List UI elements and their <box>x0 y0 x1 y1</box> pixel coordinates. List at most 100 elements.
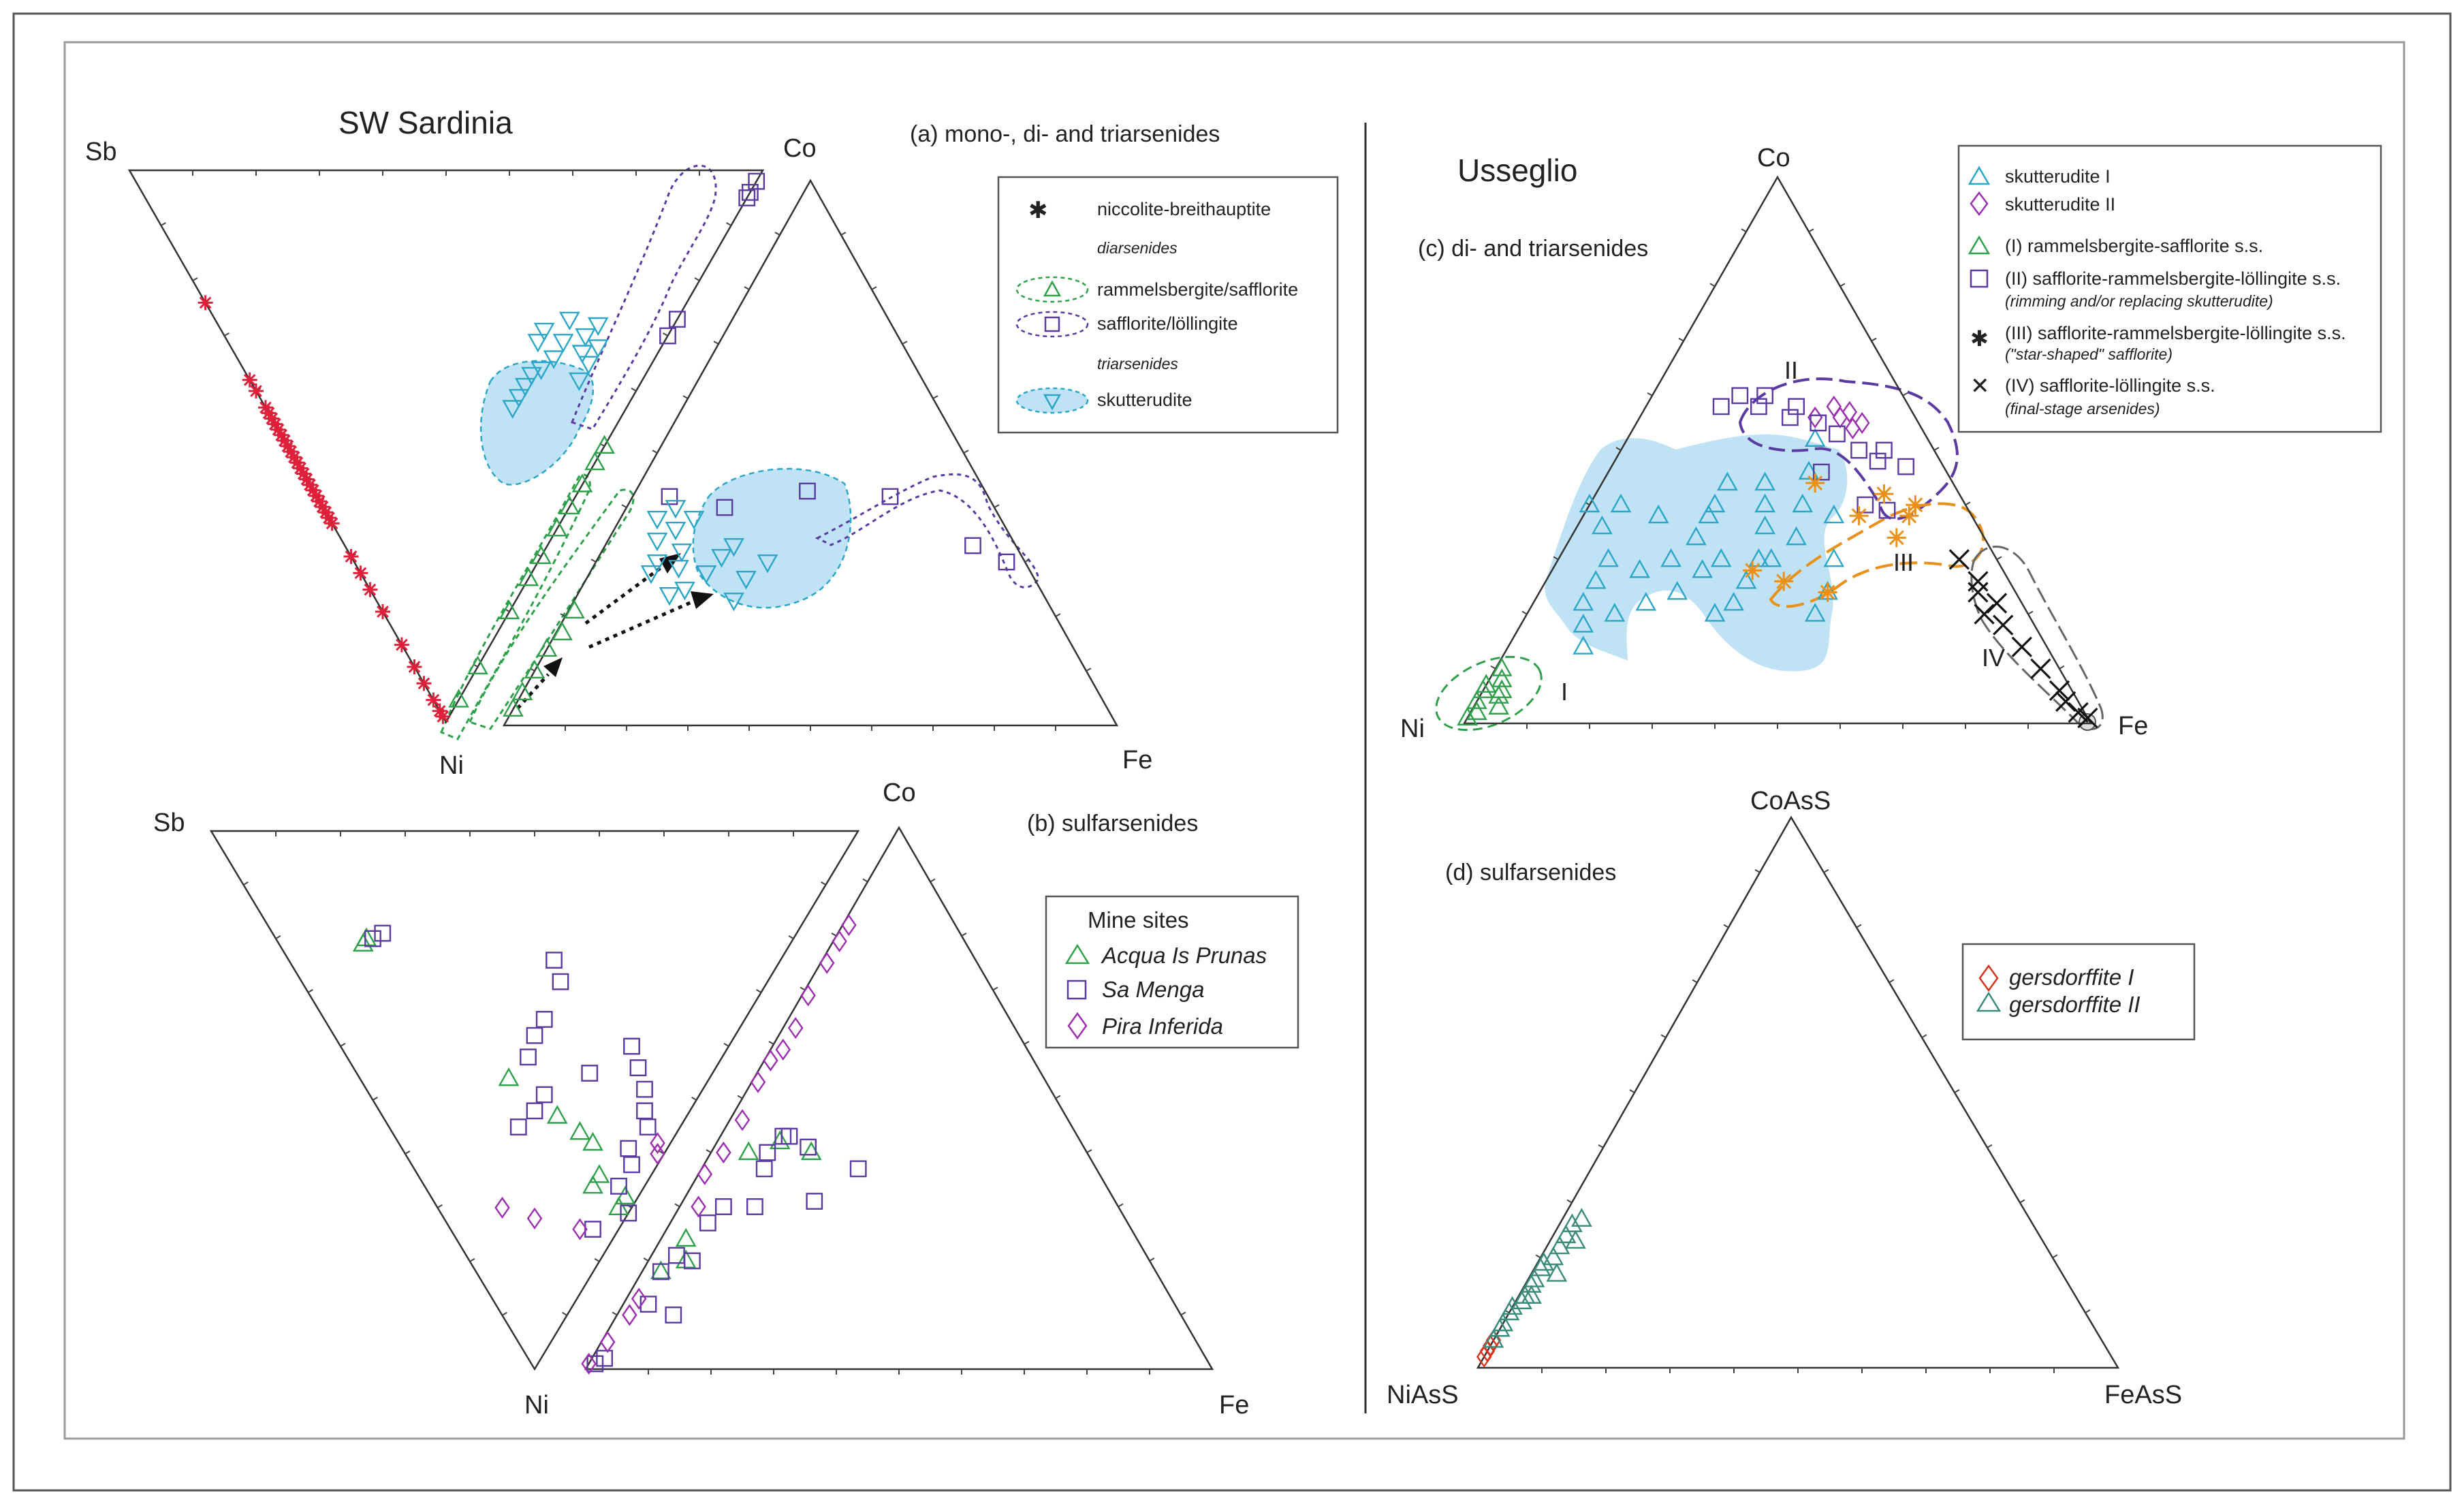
c-legend-g3-symbol: ✱ <box>1970 326 1989 351</box>
a-niccolite-point-26 <box>353 565 368 581</box>
c-s3-point-10 <box>1875 441 1893 459</box>
panel-d-corner-coass: CoAsS <box>1750 787 1831 815</box>
c-s0-point-25 <box>1692 559 1713 578</box>
a-left-s2-point-0 <box>571 345 593 364</box>
c-s3-point-0 <box>1712 398 1730 416</box>
a-legend-box: ✱ niccolite-breithauptite diarsenides ra… <box>997 176 1339 434</box>
c-s0-point-15 <box>1667 581 1688 600</box>
aLeft-tick-2-9 <box>161 222 166 226</box>
a-right-s2-point-14 <box>736 571 757 590</box>
c-s3-point-14 <box>1878 501 1896 519</box>
c-s1-point-7 <box>1491 657 1513 676</box>
b-left-s1-point-6 <box>520 1048 537 1066</box>
panel-b-corner-co: Co <box>883 779 916 807</box>
b-legend-pira-symbol <box>1067 1012 1088 1040</box>
b-right-s1-point-0 <box>586 1355 604 1373</box>
a-legend-niccolite-label: niccolite-breithauptite <box>1097 199 1271 219</box>
c-s0-point-17 <box>1598 548 1619 567</box>
c-s4-point-5 <box>1886 528 1906 548</box>
aRight-tick-2-7 <box>590 559 597 563</box>
data-marks <box>198 172 2098 1375</box>
d-tick-1-1 <box>2085 1309 2091 1314</box>
panel-a-corner-fe: Fe <box>1122 746 1152 774</box>
c-s3-point-12 <box>1812 463 1830 481</box>
c-s5-point-8 <box>2068 702 2089 723</box>
c-s1-point-4 <box>1475 674 1497 693</box>
c-field-I <box>1435 655 1543 732</box>
c-s0-point-21 <box>1573 636 1594 655</box>
c-s4-point-3 <box>1805 473 1825 493</box>
b-left-s1-point-18 <box>610 1177 627 1195</box>
a-niccolite-point-3 <box>257 400 273 416</box>
a-arrow-2-head <box>691 591 714 609</box>
d-legend-g2-symbol <box>1976 991 2002 1012</box>
c-s3-point-7 <box>1828 425 1846 443</box>
b-right-s1-point-8 <box>714 1198 732 1215</box>
bLeft-tick-2-6 <box>340 1043 346 1047</box>
a-right-s2-point-11 <box>723 538 744 557</box>
b-right-s2-point-4 <box>691 1195 706 1218</box>
a-niccolite-point-4 <box>261 405 277 421</box>
c-s0-point-22 <box>1604 603 1626 622</box>
d-tick-2-6 <box>1598 1144 1604 1148</box>
a-left-s1-point-4 <box>748 172 765 190</box>
aRight-tick-2-4 <box>682 395 689 399</box>
c-s0-point-28 <box>1786 526 1807 546</box>
bRight-tick-2-8 <box>643 1257 649 1262</box>
c-s4-point-4 <box>1849 506 1869 526</box>
c-label-III: III <box>1893 548 1914 576</box>
b-right-s1-point-14 <box>800 1138 817 1156</box>
a-left-s2-point-12 <box>527 334 549 353</box>
a-left-s2-point-4 <box>578 356 599 375</box>
b-right-s0-point-2 <box>675 1227 697 1247</box>
c-legend-g3a-label: (III) safflorite-rammelsbergite-löllingi… <box>2005 323 2346 343</box>
d-tick-1-5 <box>1954 1089 1960 1093</box>
a-niccolite-point-25 <box>343 549 359 564</box>
c-legend-g4a-label: (IV) safflorite-löllingite s.s. <box>2005 375 2215 396</box>
d-tick-1-6 <box>1921 1034 1927 1039</box>
bRight-tick-2-1 <box>862 878 868 883</box>
b-left-s0-point-9 <box>608 1196 629 1215</box>
a-legend-skutterudite-label: skutterudite <box>1097 390 1192 410</box>
d-s1-point-8 <box>1523 1268 1545 1287</box>
c-s0-point-12 <box>1735 570 1757 589</box>
c-legend-g4b-label: (final-stage arsenides) <box>2005 400 2160 418</box>
d-s0-point-2 <box>1483 1334 1498 1357</box>
c-tick-1-1 <box>2059 665 2065 670</box>
b-left-s2-point-0 <box>494 1196 510 1219</box>
c-s1-point-6 <box>1491 668 1513 687</box>
b-legend-header: Mine sites <box>1088 907 1189 933</box>
a-niccolite-point-0 <box>198 295 213 311</box>
c-s5-point-4 <box>2011 636 2032 657</box>
c-s0-point-20 <box>1573 614 1594 633</box>
a-left-s0-point-1 <box>518 567 539 586</box>
b-left-s0-point-3 <box>546 1105 568 1124</box>
b-right-s2-point-1 <box>599 1331 616 1353</box>
a-niccolite-point-10 <box>280 439 296 454</box>
a-right-s1-point-2 <box>799 482 816 500</box>
a-right-s2-point-12 <box>674 582 695 601</box>
c-s0-point-4 <box>1686 526 1707 546</box>
panel-c-subtitle: (c) di- and triarsenides <box>1418 236 1648 262</box>
aLeft-tick-1-2 <box>694 277 700 281</box>
panel-c-corner-fe: Fe <box>2118 712 2148 740</box>
d-legend-frame <box>1961 943 2196 1041</box>
c-s3-point-13 <box>1857 496 1874 514</box>
c-s0-point-2 <box>1610 493 1632 513</box>
b-left-s1-point-13 <box>636 1080 653 1098</box>
c-legend-frame <box>1957 144 2382 433</box>
c-s4-point-1 <box>1774 571 1794 591</box>
b-left-s1-point-16 <box>620 1140 637 1157</box>
a-niccolite-point-16 <box>299 471 315 487</box>
a-niccolite-point-34 <box>435 708 451 724</box>
b-left-s1-point-10 <box>581 1065 599 1082</box>
aLeft-tick-1-3 <box>663 332 668 336</box>
a-niccolite-point-23 <box>321 510 336 526</box>
a-niccolite-point-33 <box>432 703 447 719</box>
panel-c-corner-co: Co <box>1757 144 1790 172</box>
d-tick-2-5 <box>1629 1089 1635 1093</box>
b-left-s0-point-5 <box>582 1131 603 1151</box>
bLeft-tick-1-9 <box>562 1312 568 1316</box>
bLeft-tick-1-5 <box>691 1097 697 1101</box>
b-right-s2-point-0 <box>581 1352 597 1375</box>
